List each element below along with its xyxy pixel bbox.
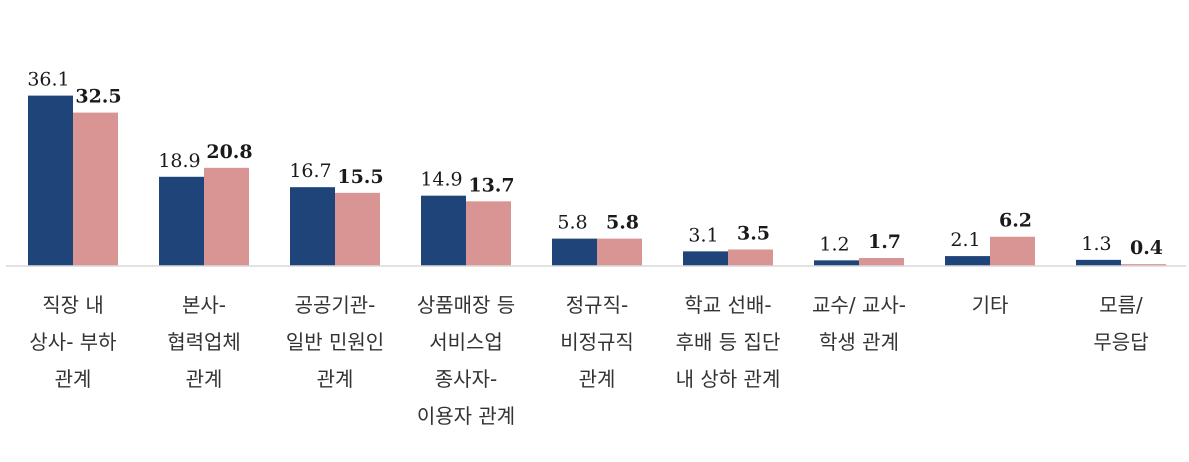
bar-s1-9 (1076, 259, 1121, 266)
category-label-5-line-3: 관계 (579, 367, 616, 391)
category-label-3-line-3: 관계 (317, 367, 354, 391)
category-label-2-line-3: 관계 (186, 367, 223, 391)
value-label-s2-2: 20.8 (206, 141, 252, 163)
bar-s1-3 (290, 187, 335, 266)
value-label-s1-7: 1.2 (819, 233, 849, 255)
bar-s2-1 (73, 112, 118, 266)
bar-s1-7 (814, 260, 859, 266)
bar-s2-9 (1121, 264, 1166, 266)
category-label-3-line-2: 일반 민원인 (286, 330, 384, 354)
value-label-s2-4: 13.7 (468, 174, 514, 196)
bar-s1-1 (28, 95, 73, 266)
category-label-4-line-1: 상품매장 등 (417, 293, 515, 317)
bar-s2-3 (335, 192, 380, 266)
value-label-s1-8: 2.1 (950, 229, 980, 251)
value-label-s1-2: 18.9 (158, 150, 200, 172)
category-label-6-line-1: 학교 선배- (684, 293, 771, 317)
value-label-s1-4: 14.9 (420, 169, 462, 191)
category-label-7-line-1: 교수/ 교사- (812, 293, 906, 317)
value-label-s1-3: 16.7 (289, 160, 331, 182)
category-label-4-line-3: 종사자- (435, 367, 497, 391)
category-label-2-line-2: 협력업체 (167, 330, 241, 354)
category-label-4-line-2: 서비스업 (429, 330, 503, 354)
value-label-s1-6: 3.1 (688, 224, 718, 246)
value-label-s1-9: 1.3 (1081, 233, 1111, 255)
category-label-1-line-1: 직장 내 (42, 293, 104, 317)
bar-s1-4 (421, 195, 466, 266)
category-label-1-line-3: 관계 (55, 367, 92, 391)
value-label-s2-6: 3.5 (737, 222, 770, 244)
value-label-s2-3: 15.5 (337, 166, 383, 188)
bar-s1-6 (683, 251, 728, 266)
bar-s2-7 (859, 257, 904, 266)
bar-s1-8 (945, 256, 990, 266)
value-label-s1-5: 5.8 (557, 212, 587, 234)
category-label-4-line-4: 이용자 관계 (417, 404, 515, 428)
value-label-s2-8: 6.2 (999, 210, 1032, 232)
bars-group (28, 95, 1166, 266)
category-label-1-line-2: 상사- 부하 (29, 330, 116, 354)
category-label-8-line-1: 기타 (972, 293, 1009, 317)
bar-s2-8 (990, 236, 1035, 266)
category-label-3-line-1: 공공기관- (295, 293, 376, 317)
bar-s1-2 (159, 176, 204, 266)
value-label-s1-1: 36.1 (27, 69, 69, 91)
category-label-5-line-2: 비정규직 (560, 330, 634, 354)
bar-s2-6 (728, 249, 773, 266)
category-label-9-line-1: 모름/ (1099, 293, 1143, 317)
bar-s1-5 (552, 238, 597, 266)
value-label-s2-9: 0.4 (1130, 237, 1163, 259)
bar-s2-5 (597, 238, 642, 266)
category-label-2-line-1: 본사- (182, 293, 226, 317)
bar-s2-2 (204, 167, 249, 266)
value-labels-group: 36.1 32.5 18.9 20.8 16.7 15.5 14.9 13.7 5.8 5.8 3.… (27, 69, 1163, 260)
category-label-7-line-2: 학생 관계 (819, 330, 899, 354)
category-label-6-line-3: 내 상하 관계 (676, 367, 781, 391)
value-label-s2-5: 5.8 (606, 212, 639, 234)
value-label-s2-7: 1.7 (868, 231, 901, 253)
category-label-9-line-2: 무응답 (1093, 330, 1148, 354)
category-label-5-line-1: 정규직- (566, 293, 628, 317)
value-label-s2-1: 32.5 (75, 86, 121, 108)
bar-s2-4 (466, 201, 511, 266)
category-label-6-line-2: 후배 등 집단 (676, 330, 781, 354)
